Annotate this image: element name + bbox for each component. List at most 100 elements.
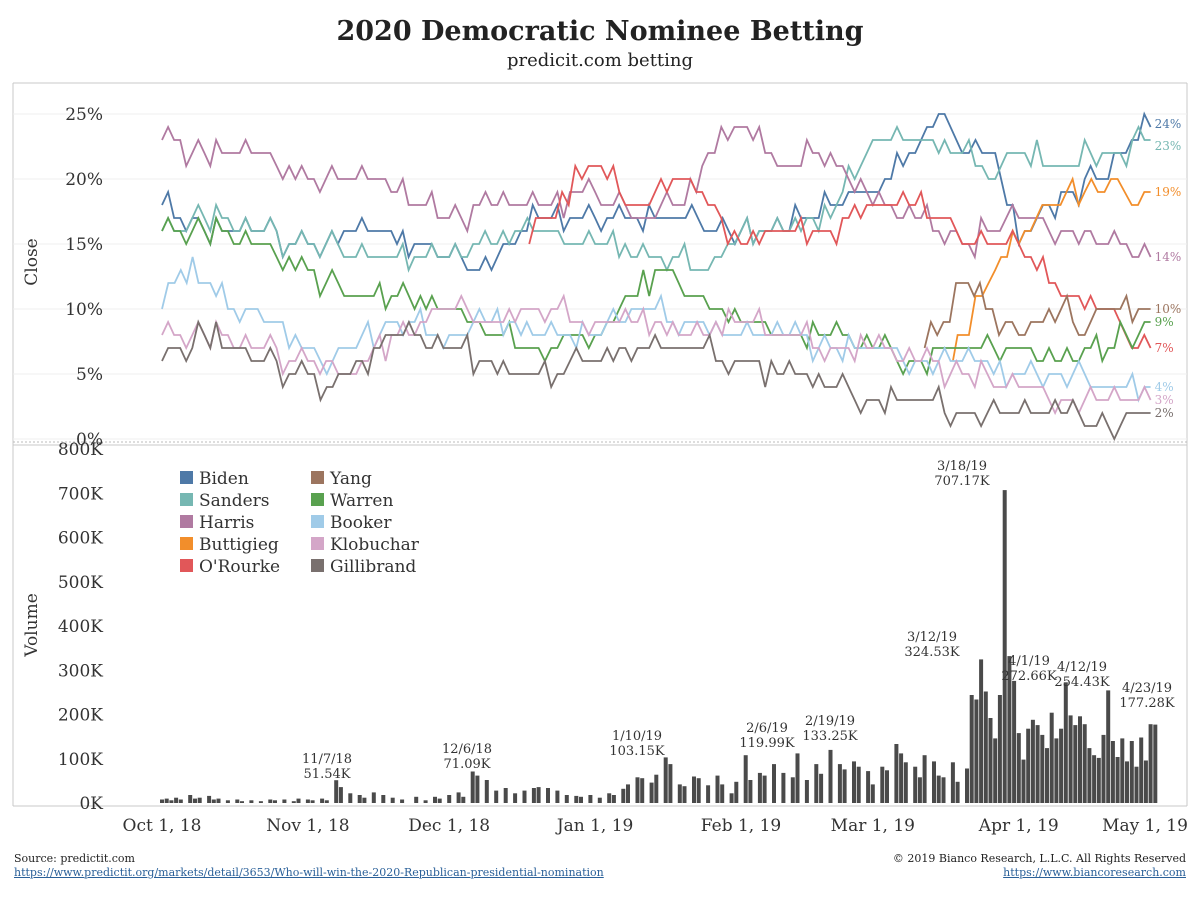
line-y-tick-label: 20% bbox=[65, 170, 103, 190]
series-line-booker bbox=[161, 256, 1151, 403]
x-tick-label: May 1, 19 bbox=[1102, 816, 1188, 836]
volume-bar bbox=[790, 777, 795, 803]
volume-bar bbox=[715, 775, 720, 803]
annotation-value: 272.66K bbox=[1001, 669, 1056, 684]
volume-bar bbox=[1129, 741, 1134, 803]
volume-bar bbox=[922, 755, 927, 803]
volume-bar bbox=[734, 781, 739, 803]
volume-bar bbox=[470, 771, 475, 803]
volume-bar bbox=[1021, 759, 1026, 803]
volume-y-tick-label: 600K bbox=[58, 529, 103, 549]
volume-bar bbox=[1054, 738, 1059, 803]
volume-bar bbox=[635, 777, 640, 803]
volume-bar bbox=[729, 793, 734, 803]
volume-bars bbox=[160, 490, 1158, 803]
volume-bar bbox=[607, 793, 612, 803]
volume-bar bbox=[1068, 715, 1073, 803]
volume-bar bbox=[536, 787, 541, 803]
series-line-buttigieg bbox=[952, 176, 1151, 362]
legend-swatch-booker bbox=[311, 515, 324, 528]
source-link[interactable]: https://www.predictit.org/markets/detail… bbox=[14, 866, 604, 879]
chart-frame bbox=[12, 82, 1188, 807]
annotation-date: 4/23/19 bbox=[1122, 681, 1172, 696]
volume-bar bbox=[211, 799, 216, 803]
series-line-gillibrand bbox=[161, 319, 1151, 442]
volume-bar bbox=[983, 691, 988, 803]
annotation-value: 324.53K bbox=[904, 645, 959, 660]
volume-y-tick-label: 200K bbox=[58, 706, 103, 726]
series-line-o-rourke bbox=[528, 163, 1152, 349]
volume-bar bbox=[870, 784, 875, 803]
volume-bar bbox=[1120, 738, 1125, 803]
volume-bar bbox=[357, 795, 362, 803]
volume-bar bbox=[842, 769, 847, 803]
volume-bar bbox=[621, 788, 626, 803]
end-label-gillibrand: 2% bbox=[1155, 406, 1174, 420]
volume-bar bbox=[1049, 712, 1054, 803]
legend-swatch-klobuchar bbox=[311, 537, 324, 550]
volume-bar bbox=[1134, 766, 1139, 803]
bar-chart-y-ticks: 0K 100K 200K 300K 400K 500K 600K 700K 800K bbox=[58, 440, 103, 814]
volume-bar bbox=[574, 795, 579, 803]
volume-bar bbox=[522, 790, 527, 803]
volume-bar bbox=[997, 695, 1002, 803]
copyright-text: © 2019 Bianco Research, L.L.C. All Right… bbox=[892, 852, 1186, 865]
volume-bar bbox=[390, 797, 395, 803]
volume-bar bbox=[249, 800, 254, 803]
volume-bar bbox=[828, 749, 833, 803]
volume-bar bbox=[1007, 656, 1012, 803]
volume-bar bbox=[423, 800, 428, 803]
volume-bar bbox=[1078, 716, 1082, 803]
volume-bar bbox=[207, 795, 212, 803]
volume-bar bbox=[225, 800, 230, 803]
volume-bar bbox=[965, 768, 969, 803]
annotation-date: 4/1/19 bbox=[1008, 654, 1050, 669]
volume-bar bbox=[324, 800, 329, 803]
volume-bar bbox=[1148, 724, 1153, 803]
legend-swatch-yang bbox=[311, 471, 324, 484]
volume-bar bbox=[362, 797, 367, 803]
chart-title: 2020 Democratic Nominee Betting bbox=[336, 16, 864, 47]
volume-bar bbox=[885, 770, 889, 803]
volume-bar bbox=[692, 776, 696, 803]
volume-bar bbox=[160, 799, 164, 803]
website-link[interactable]: https://www.biancoresearch.com bbox=[1003, 866, 1186, 879]
volume-bar bbox=[597, 797, 602, 803]
volume-bar bbox=[804, 780, 809, 803]
volume-bar bbox=[414, 796, 419, 803]
volume-bar bbox=[1092, 755, 1097, 803]
end-label-biden: 24% bbox=[1155, 117, 1182, 131]
volume-bar bbox=[781, 772, 786, 803]
volume-bar bbox=[1096, 757, 1101, 803]
volume-bar bbox=[338, 787, 343, 803]
volume-bar bbox=[273, 800, 277, 803]
legend-label-warren: Warren bbox=[330, 491, 393, 511]
volume-bar bbox=[932, 761, 936, 803]
volume-bar bbox=[640, 778, 645, 803]
line-y-tick-label: 15% bbox=[65, 235, 103, 255]
annotation-value: 51.54K bbox=[304, 767, 351, 782]
volume-y-tick-label: 700K bbox=[58, 484, 103, 504]
volume-bar bbox=[1045, 748, 1049, 803]
volume-bar bbox=[974, 699, 979, 803]
end-label-sanders: 23% bbox=[1155, 139, 1182, 153]
annotation-value: 133.25K bbox=[802, 729, 857, 744]
volume-bar bbox=[381, 795, 386, 803]
volume-bar bbox=[268, 799, 273, 803]
volume-bar bbox=[564, 795, 569, 803]
volume-bar bbox=[503, 788, 508, 803]
line-y-tick-label: 0% bbox=[76, 430, 103, 450]
volume-bar bbox=[654, 774, 659, 803]
line-y-tick-label: 25% bbox=[65, 105, 103, 125]
volume-bar bbox=[197, 797, 202, 803]
legend-swatch-sanders bbox=[180, 493, 193, 506]
annotation-date: 2/6/19 bbox=[746, 721, 788, 736]
source-label: Source: predictit.com bbox=[14, 852, 135, 865]
legend-label-klobuchar: Klobuchar bbox=[330, 535, 420, 555]
annotation-date: 1/10/19 bbox=[612, 729, 662, 744]
line-chart-series bbox=[161, 111, 1152, 442]
volume-bar bbox=[484, 780, 489, 803]
volume-bar bbox=[1030, 719, 1035, 803]
volume-bar bbox=[988, 718, 993, 803]
legend-label-gillibrand: Gillibrand bbox=[330, 557, 416, 577]
